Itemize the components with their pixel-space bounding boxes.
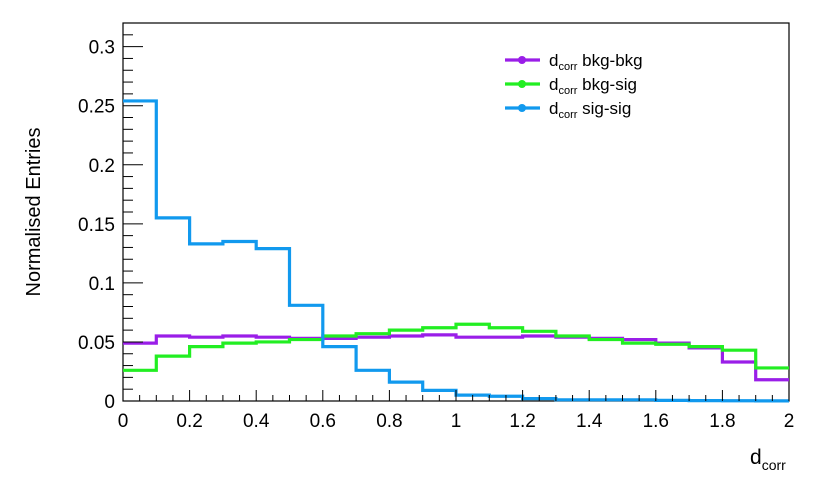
- x-tick-label: 1.4: [576, 411, 603, 432]
- y-tick-label: 0.2: [89, 156, 115, 177]
- x-tick-label: 1.6: [643, 411, 669, 432]
- x-tick-label: 1.2: [509, 411, 535, 432]
- x-tick-label: 0: [118, 411, 129, 432]
- legend-entry-1: dcorr bkg-bkg: [505, 51, 643, 73]
- x-axis-label-main: d: [750, 446, 762, 469]
- y-tick-label: 0.15: [78, 215, 115, 236]
- y-axis-ticks: 0 0.05 0.1 0.15 0.2 0.25 0.3: [78, 22, 143, 413]
- legend-label: dcorr bkg-sig: [549, 75, 637, 97]
- legend-label-main: d: [549, 99, 558, 118]
- legend-swatch-marker: [518, 80, 526, 88]
- x-axis-label-subscript: corr: [762, 457, 786, 473]
- legend-label: dcorr bkg-bkg: [549, 51, 643, 73]
- y-axis-label: Normalised Entries: [23, 128, 45, 297]
- y-tick-label: 0.1: [89, 274, 115, 295]
- legend-label-rest: sig-sig: [577, 99, 631, 118]
- legend-label-subscript: corr: [558, 61, 577, 73]
- x-tick-label: 0.2: [176, 411, 202, 432]
- legend-label: dcorr sig-sig: [549, 99, 631, 121]
- y-tick-label: 0.25: [78, 97, 115, 118]
- series-line-3: [123, 99, 789, 403]
- legend-swatch-marker: [518, 104, 526, 112]
- y-tick-label: 0: [104, 392, 115, 413]
- x-tick-label: 0.4: [243, 411, 270, 432]
- x-axis-ticks: 0 0.2 0.4 0.6 0.8 1 1.2 1.4 1.6 1.8 2: [118, 390, 795, 432]
- x-tick-label: 2: [784, 411, 795, 432]
- legend-entry-3: dcorr sig-sig: [505, 99, 631, 121]
- x-tick-label: 0.8: [376, 411, 402, 432]
- legend-label-rest: bkg-sig: [577, 75, 637, 94]
- legend-label-subscript: corr: [558, 85, 577, 97]
- legend-label-main: d: [549, 51, 558, 70]
- legend-label-subscript: corr: [558, 109, 577, 121]
- x-axis-label: dcorr: [750, 446, 786, 473]
- x-tick-label: 1.8: [709, 411, 735, 432]
- legend-entry-2: dcorr bkg-sig: [505, 75, 637, 97]
- legend-label-main: d: [549, 75, 558, 94]
- legend-label-rest: bkg-bkg: [577, 51, 642, 70]
- series-line-2: [123, 322, 789, 372]
- legend-swatch-marker: [518, 56, 526, 64]
- series-layer: [123, 99, 789, 403]
- y-tick-label: 0.3: [89, 38, 115, 59]
- y-tick-label: 0.05: [78, 333, 115, 354]
- x-tick-label: 0.6: [310, 411, 336, 432]
- x-tick-label: 1: [451, 411, 462, 432]
